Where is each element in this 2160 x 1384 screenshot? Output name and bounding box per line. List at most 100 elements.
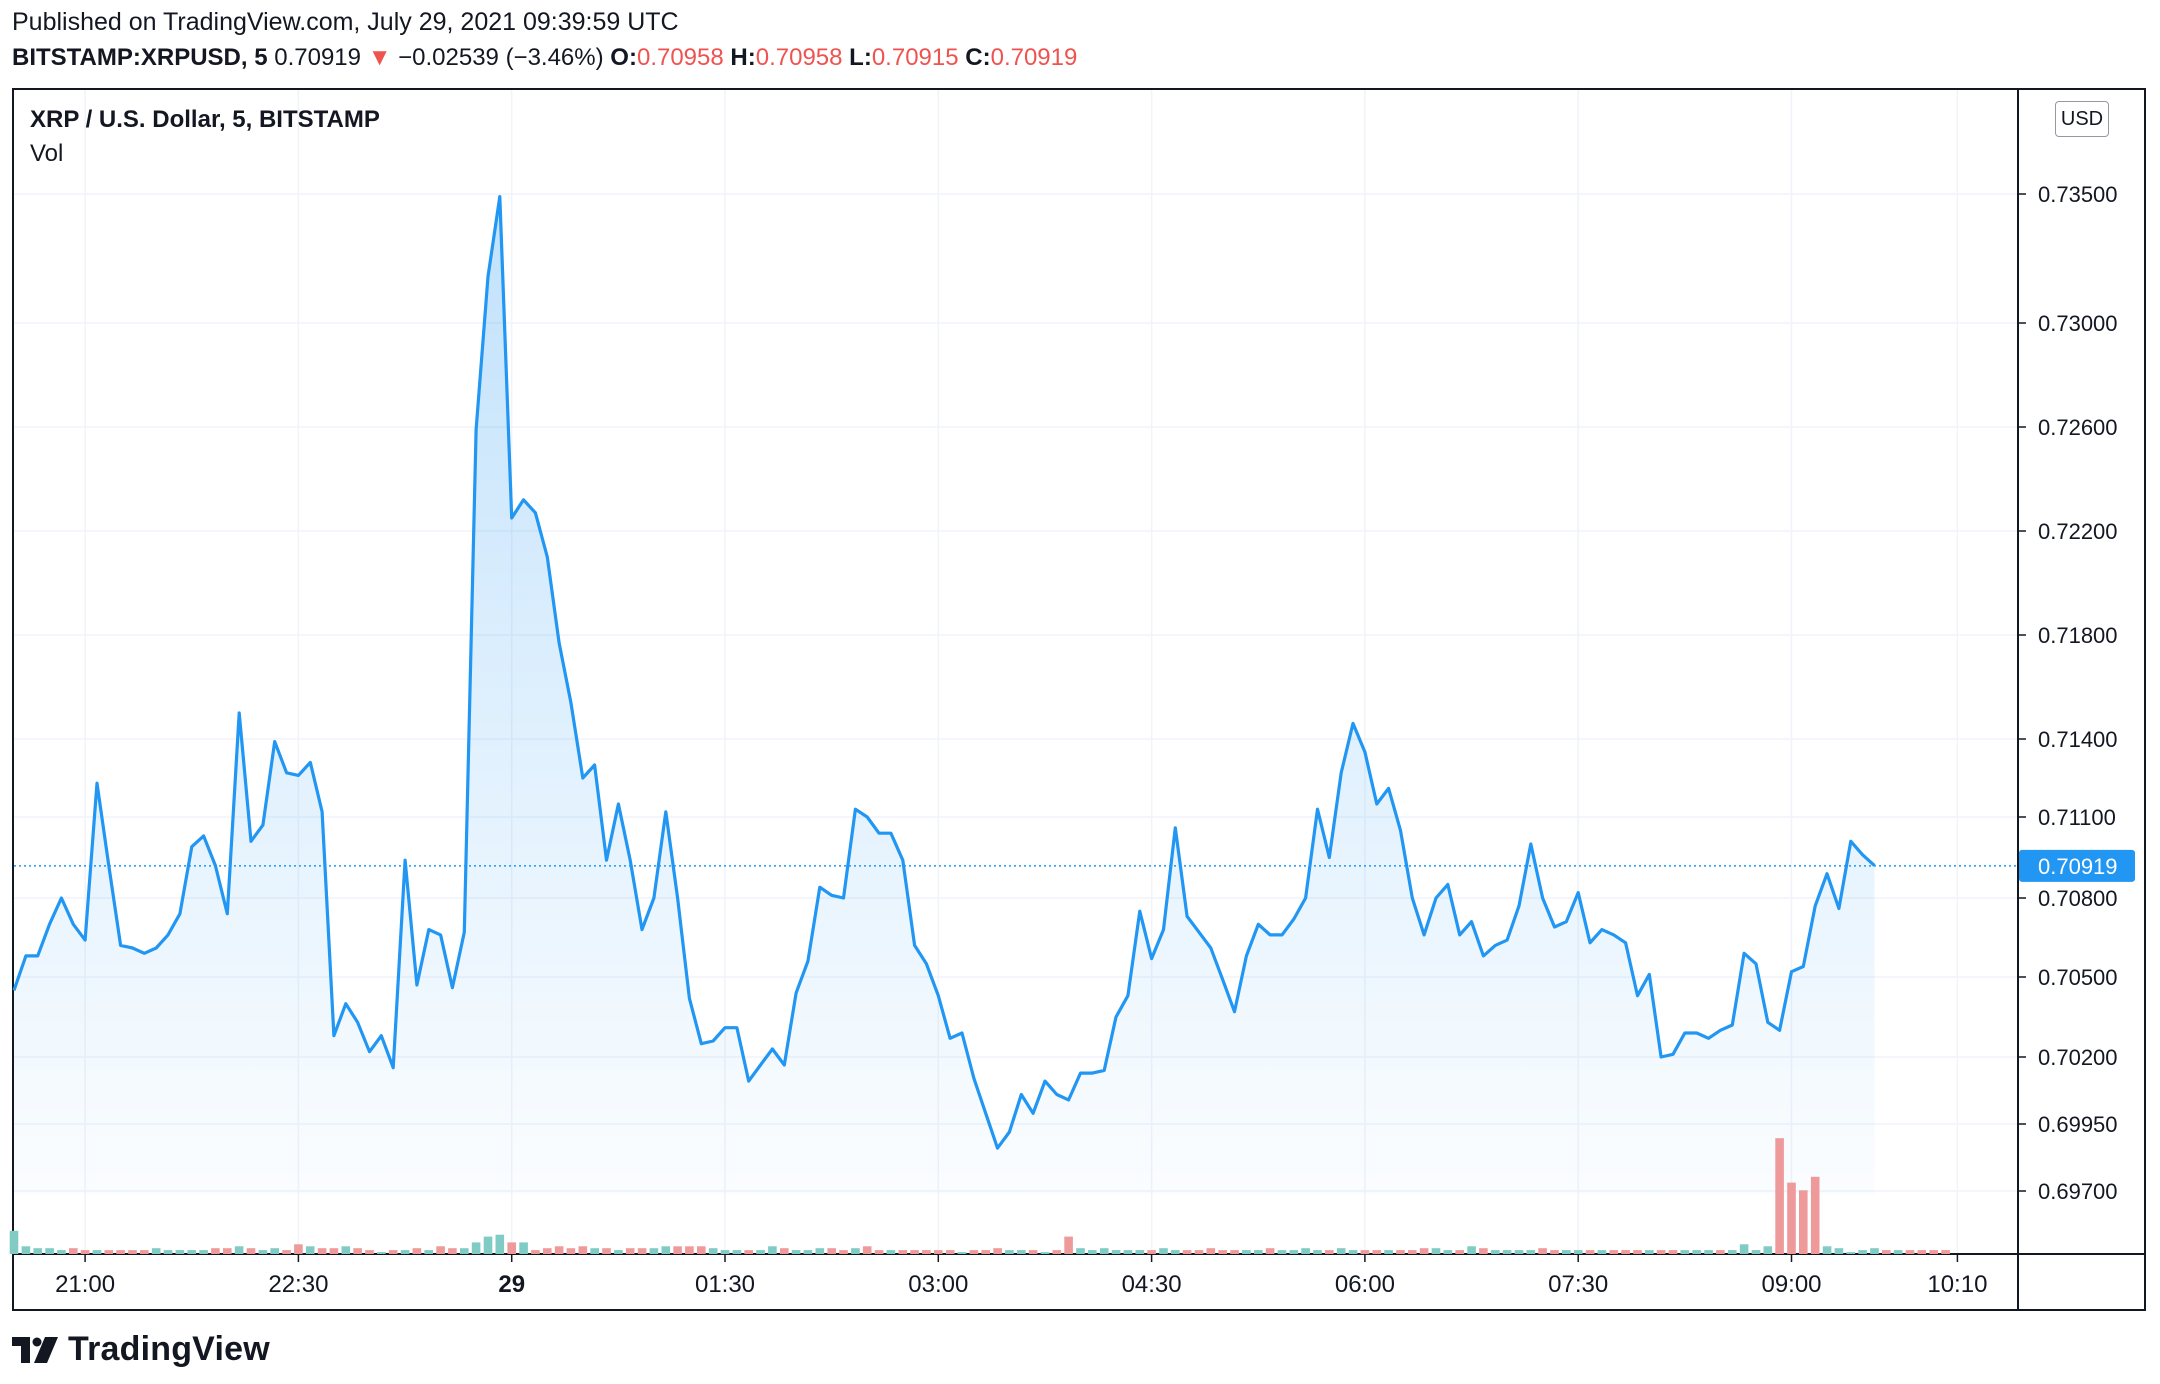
volume-bar [1609,1250,1619,1254]
volume-bar [1633,1250,1642,1254]
volume-bar [223,1248,232,1254]
volume-bar [780,1248,789,1254]
volume-bar [637,1248,647,1254]
volume-bar [1597,1250,1607,1254]
volume-bar [1585,1250,1595,1254]
volume-bar [934,1250,943,1254]
low-value: 0.70915 [871,44,959,71]
volume-bar [1230,1250,1239,1254]
volume-bar [1751,1250,1761,1254]
high-value: 0.70958 [755,44,843,71]
volume-bar [697,1246,706,1254]
volume-bar [1514,1250,1524,1254]
currency-button[interactable]: USD [2055,101,2109,137]
down-arrow-icon: ▼ [367,44,392,71]
volume-bar [246,1248,256,1254]
volume-bar [1467,1246,1476,1254]
volume-bar [839,1250,848,1254]
volume-bar [1159,1248,1168,1254]
volume-bar [1028,1250,1038,1254]
volume-bar [1704,1250,1713,1254]
volume-bar [1905,1250,1915,1254]
x-tick-label: 22:30 [268,1271,328,1298]
volume-bar [1834,1248,1844,1254]
volume-bar [1929,1250,1938,1254]
volume-bar [1419,1248,1429,1254]
volume-bar [1858,1250,1867,1254]
volume-bar [1479,1248,1488,1254]
volume-bar [1336,1248,1346,1254]
volume-bar [1787,1182,1796,1254]
volume-bar [1147,1250,1156,1254]
volume-bar [531,1250,540,1254]
price-area-fill [14,196,1875,1195]
volume-bar [305,1246,315,1254]
volume-bar [1882,1250,1891,1254]
volume-bar [365,1250,374,1254]
volume-bar [708,1248,718,1254]
y-tick-label: 0.69700 [2038,1179,2118,1204]
volume-bar [1135,1250,1145,1254]
volume-bar [649,1248,659,1254]
volume-bar [1502,1250,1512,1254]
volume-bar [1538,1248,1547,1254]
volume-bar [732,1250,742,1254]
x-tick-label: 01:30 [695,1271,755,1298]
volume-bar [1017,1250,1026,1254]
y-tick-label: 0.73500 [2038,182,2118,207]
volume-bar [1289,1250,1299,1254]
y-tick-label: 0.73000 [2038,311,2118,336]
chart-frame[interactable] [12,88,2146,1311]
volume-bar [1716,1250,1725,1254]
volume-bar [1111,1250,1121,1254]
volume-bar [1194,1250,1204,1254]
volume-bar [80,1250,90,1254]
volume-bar [1526,1250,1536,1254]
y-tick-label: 0.72600 [2038,415,2118,440]
volume-bar [1360,1250,1370,1254]
volume-bar [377,1252,386,1254]
y-tick-label: 0.71400 [2038,727,2118,752]
volume-bar [507,1242,516,1254]
published-info: Published on TradingView.com, July 29, 2… [12,8,679,36]
volume-bar [910,1250,919,1254]
volume-bar [815,1248,825,1254]
y-tick-label: 0.71100 [2038,805,2116,830]
volume-bar [1810,1176,1820,1254]
y-tick-label: 0.70500 [2038,965,2118,990]
volume-bar [163,1250,173,1254]
price-line [12,195,1876,1150]
x-tick-label: 10:10 [1927,1271,1987,1298]
volume-bar [234,1246,244,1254]
symbol-interval: BITSTAMP:XRPUSD, 5 [12,44,268,71]
tradingview-logo[interactable]: TradingView [12,1330,270,1369]
volume-bar [1325,1250,1334,1254]
open-label: O: [610,44,637,71]
volume-bar [1739,1244,1749,1254]
volume-bar [199,1250,208,1254]
volume-bar [282,1250,291,1254]
volume-bar [116,1250,125,1254]
open-value: 0.70958 [636,44,724,71]
volume-bar [661,1246,671,1254]
volume-bar [1431,1248,1441,1254]
volume-bar [460,1248,469,1254]
close-value: 0.70919 [990,44,1078,71]
volume-bar [1668,1250,1678,1254]
volume-bar [1680,1250,1690,1254]
volume-bar [495,1234,505,1254]
chart-legend-title: XRP / U.S. Dollar, 5, BITSTAMP [30,106,380,133]
volume-bar [554,1246,564,1254]
volume-bar [1941,1250,1950,1254]
volume-bar [69,1248,78,1254]
volume-bar [483,1236,493,1254]
volume-bar [1728,1250,1737,1254]
volume-bar [543,1248,552,1254]
volume-bar [9,1230,19,1254]
volume-bar [827,1248,836,1254]
volume-bar [625,1248,635,1254]
volume-bar [1040,1252,1050,1254]
volume-bar [1182,1250,1192,1254]
volume-bar [851,1248,860,1254]
